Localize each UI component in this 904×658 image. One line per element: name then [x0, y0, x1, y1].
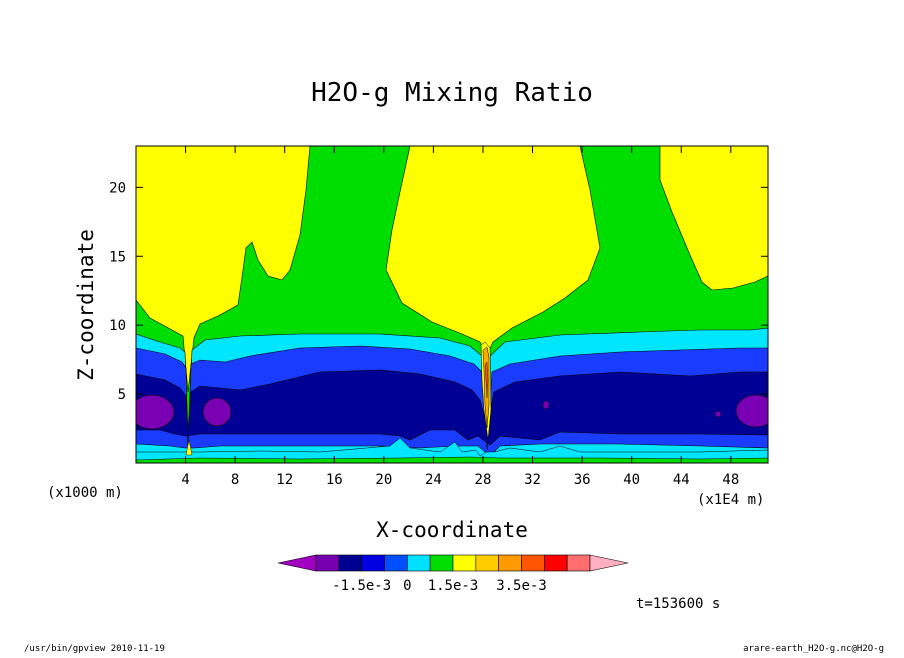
core-purple-mid [202, 397, 232, 427]
x-tick-label: 16 [326, 472, 343, 488]
core-purple-right [735, 394, 768, 428]
x-tick-label: 44 [673, 472, 690, 488]
colorbar-cell [338, 554, 362, 572]
colorbar-tick-label: -1.5e-3 [332, 578, 391, 594]
bottom-band-green [136, 456, 768, 463]
colorbar-cell [315, 554, 340, 572]
bottom-band-cyan [136, 437, 768, 463]
y-tick-label: 20 [109, 180, 126, 196]
x-tick-label: 48 [722, 472, 739, 488]
x-tick-label: 4 [181, 472, 189, 488]
colorbar-cell [452, 554, 477, 572]
file-label: arare-earth_H2O-g.nc@H2O-g [743, 644, 884, 654]
colorbar-cell [407, 554, 431, 572]
colorbar-tick-label: 3.5e-3 [496, 578, 547, 594]
colorbar-cell-min [277, 554, 317, 572]
colorbar-cell-max [589, 554, 629, 572]
colorbar-tick-label: 1.5e-3 [428, 578, 479, 594]
chart-title: H2O-g Mixing Ratio [311, 78, 593, 108]
colorbar-cell [498, 554, 522, 572]
x-axis-title: X-coordinate [376, 518, 528, 542]
x-tick-label: 40 [623, 472, 640, 488]
colorbar [277, 554, 629, 572]
updraft-orange [482, 346, 490, 429]
y-tick-label: 10 [109, 318, 126, 334]
colorbar-cell [475, 554, 499, 572]
x-tick-label: 8 [231, 472, 239, 488]
colorbar-cell [429, 554, 454, 572]
contour-field [136, 146, 768, 463]
y-tick-label: 5 [118, 387, 126, 403]
x-tick-label: 20 [375, 472, 392, 488]
updraft-yellow-left [185, 439, 193, 456]
core-purple-left [136, 394, 175, 430]
colorbar-tick-label: 0 [403, 578, 411, 594]
y-unit-label: (x1000 m) [47, 485, 123, 501]
x-tick-label: 36 [574, 472, 591, 488]
core-purple-small-b [714, 410, 722, 418]
program-label: /usr/bin/gpview 2010-11-19 [24, 644, 165, 654]
plot-frame [135, 145, 769, 464]
y-axis-ticks: 5 10 15 20 [109, 180, 768, 403]
x-axis-ticks: 4 8 12 16 20 24 28 32 36 40 44 48 [181, 146, 739, 488]
colorbar-labels: -1.5e-3 0 1.5e-3 3.5e-3 [332, 578, 547, 594]
colorbar-cell [544, 554, 568, 572]
x-tick-label: 12 [276, 472, 293, 488]
colorbar-cell [566, 554, 591, 572]
updraft-red [484, 361, 489, 399]
y-tick-label: 15 [109, 249, 126, 265]
colorbar-cell [384, 554, 408, 572]
contour-region-yellow-left [136, 146, 311, 393]
x-unit-label: (x1E4 m) [697, 492, 764, 508]
contour-region-yellow-right [659, 146, 768, 291]
time-label: t=153600 s [636, 596, 720, 612]
colorbar-cell [361, 554, 385, 572]
x-tick-label: 24 [425, 472, 442, 488]
contour-band-navy [136, 369, 768, 446]
core-purple-small-a [542, 400, 550, 410]
y-axis-title: Z-coordinate [74, 229, 98, 381]
x-tick-label: 32 [524, 472, 541, 488]
colorbar-cell [521, 554, 545, 572]
x-tick-label: 28 [475, 472, 492, 488]
